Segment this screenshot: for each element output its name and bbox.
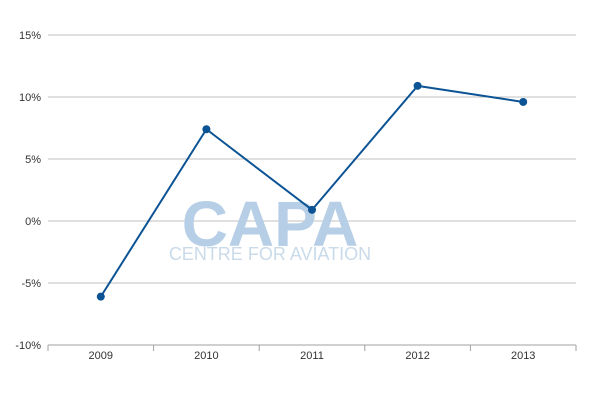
x-tick-label: 2010 [194, 350, 218, 362]
data-point[interactable] [308, 205, 316, 214]
x-tick-label: 2013 [511, 350, 535, 362]
data-point[interactable] [96, 292, 105, 301]
data-point[interactable] [202, 125, 211, 134]
x-axis-tick-labels: 2009 2010 2011 2012 2013 [89, 350, 536, 362]
y-tick-label: -10% [15, 340, 41, 352]
series-line-group [96, 81, 528, 301]
data-point[interactable] [519, 97, 528, 106]
data-point[interactable] [413, 81, 422, 90]
gridlines [47, 34, 577, 351]
x-tick-label: 2009 [89, 350, 113, 362]
y-axis-tick-labels: 15% 10% 5% 0% -5% -10% [15, 30, 41, 352]
y-tick-label: 0% [25, 216, 41, 228]
y-tick-label: -5% [21, 278, 41, 290]
y-tick-label: 15% [19, 30, 41, 42]
watermark-tagline: CENTRE FOR AVIATION [169, 244, 371, 264]
x-tick-label: 2011 [300, 350, 324, 362]
x-tick-label: 2012 [405, 350, 429, 362]
watermark: CAPA CENTRE FOR AVIATION [169, 188, 371, 264]
y-tick-label: 10% [19, 92, 41, 104]
y-tick-label: 5% [25, 154, 41, 166]
watermark-brand: CAPA [182, 188, 359, 260]
